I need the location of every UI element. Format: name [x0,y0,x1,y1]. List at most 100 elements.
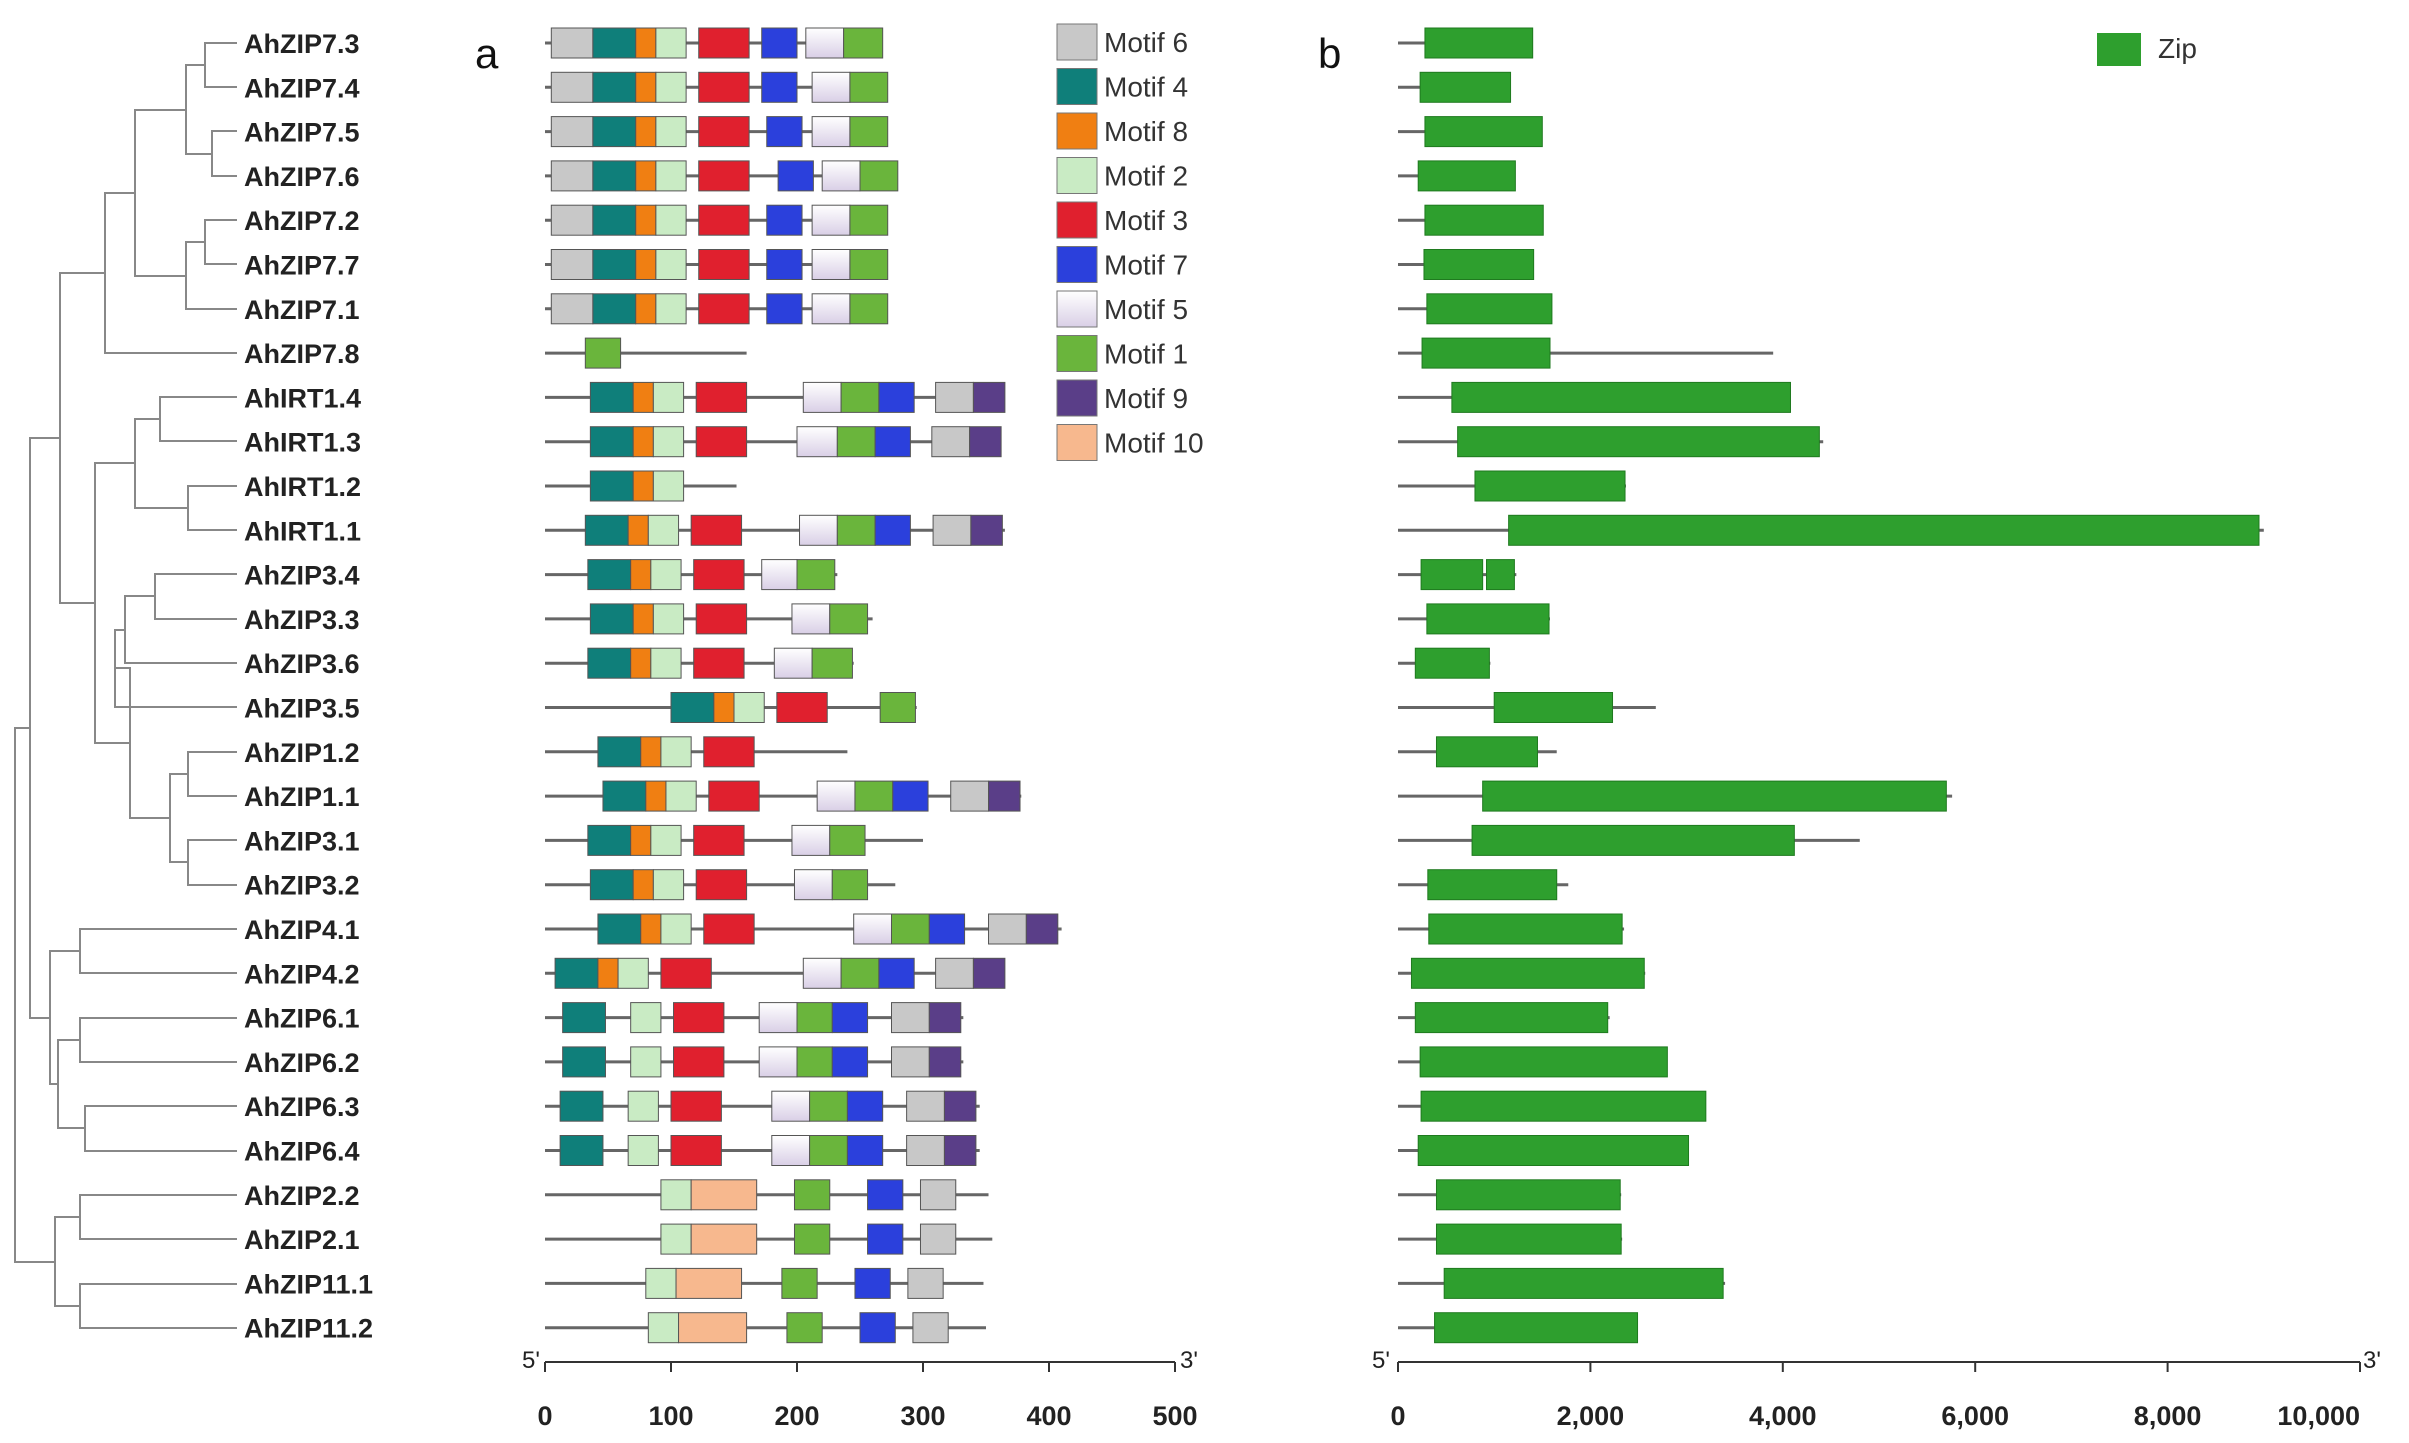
motif-block-motif-8 [627,514,649,546]
motif-block-motif-8 [632,426,654,458]
motif-block-motif-7 [831,1046,869,1078]
zip-domain-block [1435,736,1538,768]
motif-block-motif-8 [645,780,667,812]
motif-axis-tick-label: 500 [1152,1401,1197,1431]
gene-label: AhZIP7.6 [244,162,360,192]
motif-block-motif-3 [698,27,750,59]
motif-axis-tick-label: 0 [537,1401,552,1431]
motif-block-motif-2 [652,869,685,901]
motif-block-motif-2 [660,736,692,768]
motif-block-motif-7 [766,249,803,280]
motif-block-motif-7 [846,1090,884,1122]
motif-axis: 5' 3' 0 100 200 300 400 500 [522,1347,1198,1431]
motif-block-motif-9 [943,1135,977,1166]
motif-block-motif-2 [630,1002,662,1034]
motif-block-motif-8 [632,603,654,635]
motif-block-motif-3 [776,692,828,723]
motif-block-motif-4 [554,957,599,989]
motif-block-motif-5 [799,514,838,546]
motif-block-motif-2 [655,27,687,59]
motif-block-motif-2 [627,1135,659,1166]
motif-block-motif-2 [655,71,687,103]
gene-label: AhZIP3.5 [244,694,360,724]
motif-axis-tick-label: 100 [648,1401,693,1431]
motif-block-motif-5 [805,27,845,59]
motif-block-motif-3 [673,1002,725,1034]
gene-label: AhZIP1.1 [244,782,360,812]
motif-block-motif-5 [821,160,861,192]
gene-label-column: AhZIP7.3 AhZIP7.4 AhZIP7.5 AhZIP7.6 AhZIP7.2… [244,29,373,1344]
motif-block-motif-2 [617,957,649,989]
legend-swatch-motif-7 [1056,246,1098,283]
motif-block-motif-2 [655,293,687,325]
motif-block-motif-7 [928,913,966,945]
motif-block-motif-6 [906,1135,945,1166]
gene-label: AhZIP11.2 [244,1314,373,1344]
zip-domain-block [1474,470,1626,502]
legend-label: Motif 3 [1104,205,1188,236]
domain-axis-tick-label: 2,000 [1557,1401,1625,1431]
legend-swatch-motif-8 [1056,112,1098,150]
zip-domain-block [1426,293,1553,325]
motif-block-motif-4 [592,116,637,148]
legend-label: Motif 6 [1104,27,1188,58]
motif-block-motif-3 [693,647,745,679]
motif-block-motif-1 [840,381,880,413]
motif-block-motif-6 [906,1090,945,1122]
motif-legend: Motif 6 Motif 4 Motif 8 Motif 2 Motif 3 Motif… [1056,23,1204,461]
motif-axis-tick-label: 400 [1026,1401,1071,1431]
motif-block-motif-2 [630,1046,662,1078]
motif-block-motif-6 [550,71,594,103]
motif-block-motif-1 [849,293,889,325]
motif-block-motif-5 [758,1046,798,1078]
motif-block-motif-2 [627,1090,659,1122]
legend-label: Motif 2 [1104,161,1188,192]
gene-label: AhZIP4.2 [244,959,360,989]
motif-block-motif-9 [969,426,1002,458]
zip-legend: Zip [2097,33,2197,66]
gene-label: AhIRT1.1 [244,516,361,546]
motif-block-motif-5 [853,913,893,945]
motif-block-motif-5 [793,869,833,901]
motif-block-motif-5 [761,559,798,591]
motif-axis-start-label: 5' [522,1347,540,1374]
zip-domain-block [1434,1312,1639,1344]
legend-swatch-motif-10 [1056,424,1098,461]
motif-block-motif-5 [802,957,842,989]
motif-block-motif-3 [698,204,750,236]
motif-block-motif-9 [972,957,1006,989]
motif-block-motif-4 [597,736,642,768]
motif-block-motif-2 [660,913,692,945]
motif-block-motif-6 [891,1046,930,1078]
motif-block-motif-6 [919,1179,957,1211]
motif-block-motif-1 [829,824,866,856]
domain-axis-end-label: 3' [2363,1347,2381,1374]
motif-block-motif-1 [849,204,889,236]
motif-block-motif-8 [630,559,652,591]
motif-block-motif-2 [665,780,697,812]
domain-axis-start-label: 5' [1372,1347,1390,1374]
motif-block-motif-4 [589,426,634,458]
motif-block-motif-8 [635,71,657,103]
zip-domain-block [1451,381,1791,413]
motif-block-motif-4 [559,1135,604,1166]
domain-panel [1398,27,2264,1344]
motif-block-motif-1 [859,160,899,192]
motif-block-motif-3 [670,1135,722,1166]
motif-block-motif-1 [809,1135,848,1166]
motif-block-motif-3 [670,1090,722,1122]
motif-block-motif-4 [559,1090,604,1122]
motif-block-motif-3 [673,1046,725,1078]
motif-block-motif-3 [703,736,755,768]
motif-block-motif-6 [931,426,971,458]
gene-label: AhZIP4.1 [244,915,360,945]
motif-block-motif-4 [589,603,634,635]
gene-label: AhZIP1.2 [244,738,360,768]
motif-block-motif-4 [589,869,634,901]
zip-domain-block [1435,1223,1622,1255]
legend-swatch-motif-2 [1056,157,1098,194]
motif-block-motif-8 [635,160,657,192]
motif-block-motif-5 [796,426,838,458]
